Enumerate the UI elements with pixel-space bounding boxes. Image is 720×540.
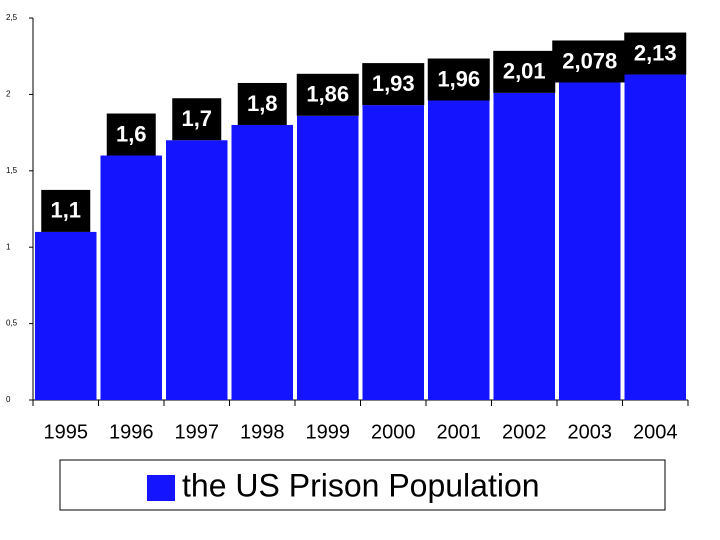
x-tick-label: 1995 (44, 421, 89, 443)
x-tick-label: 1998 (240, 421, 285, 443)
x-tick-label: 1996 (109, 421, 154, 443)
value-label-box (41, 189, 91, 232)
x-tick-label: 1997 (175, 421, 220, 443)
y-tick-label: 0 (6, 395, 11, 404)
value-label-box (106, 113, 156, 156)
value-label: 1,7 (181, 106, 212, 131)
value-label-box (427, 58, 490, 101)
value-label: 1,93 (372, 71, 415, 96)
value-label-box (493, 50, 556, 93)
legend-swatch (147, 475, 175, 501)
bar (493, 92, 555, 400)
bar (100, 155, 162, 400)
value-label: 1,6 (116, 121, 147, 146)
y-tick-label: 0,5 (6, 319, 18, 328)
bar (166, 140, 228, 401)
bar (624, 74, 686, 400)
x-tick-label: 2001 (437, 421, 482, 443)
value-label-box (624, 32, 687, 75)
bar (231, 124, 293, 401)
value-label: 1,8 (247, 91, 278, 116)
value-label: 1,1 (50, 198, 81, 223)
value-label-box (237, 82, 287, 125)
bar (428, 100, 490, 401)
x-tick-label: 2002 (502, 421, 547, 443)
y-tick-label: 2,5 (6, 13, 18, 22)
y-tick-label: 1,5 (6, 166, 18, 175)
value-label: 1,86 (306, 82, 349, 107)
value-label: 2,13 (634, 40, 677, 65)
legend-label: the US Prison Population (182, 467, 540, 503)
x-tick-label: 2000 (371, 421, 416, 443)
bar (35, 231, 97, 400)
x-tick-label: 2004 (633, 421, 678, 443)
bar (559, 82, 621, 400)
value-label: 2,01 (503, 59, 546, 84)
y-tick-label: 2 (6, 90, 11, 99)
value-label-box (552, 40, 628, 83)
x-tick-label: 2003 (568, 421, 613, 443)
bar (297, 115, 359, 401)
y-tick-label: 1 (6, 242, 11, 251)
x-tick-label: 1999 (306, 421, 351, 443)
value-label: 2,078 (562, 48, 617, 73)
value-label-box (172, 98, 222, 141)
bar (362, 105, 424, 400)
value-label-box (296, 73, 359, 116)
value-label: 1,96 (437, 66, 480, 91)
value-label-box (362, 63, 425, 106)
